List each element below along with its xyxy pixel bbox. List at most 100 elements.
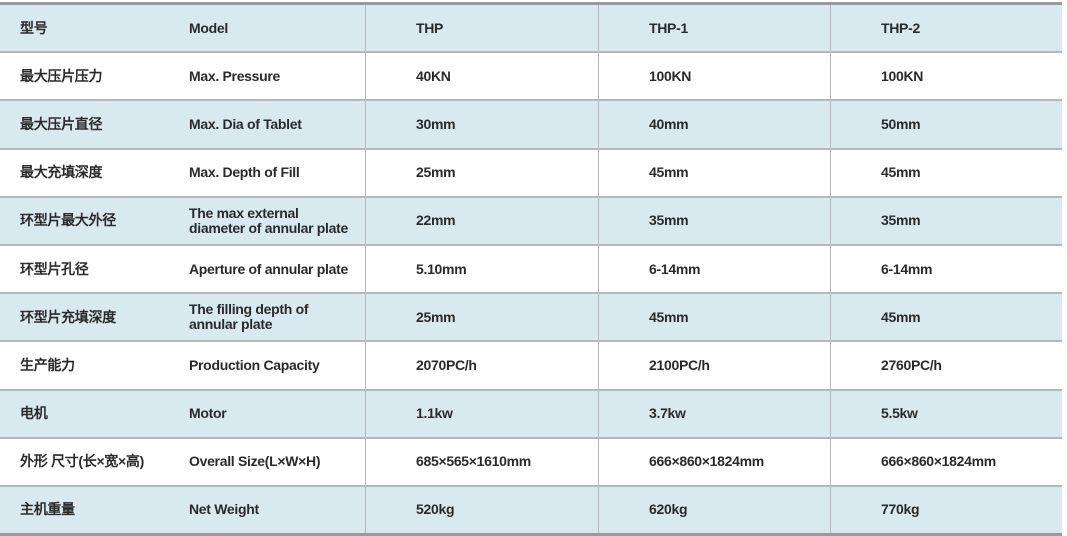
thp-1-value: 666×860×1824mm xyxy=(598,438,830,485)
thp-value-text: 520kg xyxy=(416,501,455,518)
thp-2-value: 2760PC/h xyxy=(830,342,1062,389)
thp-1-value-text: 620kg xyxy=(649,501,688,518)
thp-2-value-text: THP-2 xyxy=(881,19,920,36)
english-label-text: Aperture of annular plate xyxy=(189,260,348,277)
thp-value-text: 2070PC/h xyxy=(416,356,477,373)
thp-value: 25mm xyxy=(365,149,598,196)
thp-2-value-text: 100KN xyxy=(881,67,924,84)
thp-1-value-text: 45mm xyxy=(649,308,689,325)
english-label-text: Max. Dia of Tablet xyxy=(189,115,302,132)
thp-2-value-text: 45mm xyxy=(881,308,921,325)
thp-1-value: 620kg xyxy=(598,486,830,534)
thp-value: 2070PC/h xyxy=(365,342,598,389)
chinese-label-text: 最大压片压力 xyxy=(20,67,103,84)
chinese-label: 最大压片直径 xyxy=(0,101,183,147)
chinese-label-text: 外形 尺寸(长×宽×高) xyxy=(20,453,144,470)
thp-2-value-text: 2760PC/h xyxy=(881,356,942,373)
chinese-label-text: 主机重量 xyxy=(20,501,75,518)
chinese-label: 环型片孔径 xyxy=(0,246,183,292)
thp-value: 685×565×1610mm xyxy=(365,438,598,485)
thp-value-text: 5.10mm xyxy=(416,260,467,277)
english-label-text: Motor xyxy=(189,405,227,422)
thp-2-value: 45mm xyxy=(830,149,1062,196)
thp-2-value: 50mm xyxy=(830,101,1062,148)
thp-1-value-text: 6-14mm xyxy=(649,260,701,277)
thp-1-value-text: 35mm xyxy=(649,212,689,229)
thp-2-value: 666×860×1824mm xyxy=(830,438,1062,485)
thp-2-value-text: 50mm xyxy=(881,115,921,132)
table-row: 最大压片直径 Max. Dia of Tablet 30mm 40mm 50mm xyxy=(0,101,1062,150)
thp-1-value: 40mm xyxy=(598,101,830,148)
thp-1-value-text: 666×860×1824mm xyxy=(649,453,764,470)
table-row: 外形 尺寸(长×宽×高) Overall Size(L×W×H) 685×565×1… xyxy=(0,438,1062,487)
chinese-label: 环型片充填深度 xyxy=(0,294,183,340)
english-label: Aperture of annular plate xyxy=(183,246,365,292)
chinese-label: 型号 xyxy=(0,5,183,51)
thp-value-text: 30mm xyxy=(416,115,456,132)
thp-value: 5.10mm xyxy=(365,245,598,293)
thp-2-value: 45mm xyxy=(830,294,1062,341)
thp-value: 40KN xyxy=(365,53,598,100)
table-row: 主机重量 Net Weight 520kg 620kg 770kg xyxy=(0,486,1062,534)
thp-1-value-text: 3.7kw xyxy=(649,405,686,422)
table-row: 环型片最大外径 The max external diameter of annu… xyxy=(0,197,1062,246)
thp-2-value-text: 45mm xyxy=(881,164,921,181)
english-label-text: Production Capacity xyxy=(189,356,320,373)
table-row: 环型片充填深度 The filling depth of annular plat… xyxy=(0,294,1062,343)
chinese-label-text: 环型片孔径 xyxy=(20,260,89,277)
thp-value: 1.1kw xyxy=(365,390,598,437)
thp-value-text: 40KN xyxy=(416,67,451,84)
table-row: 生产能力 Production Capacity 2070PC/h 2100PC/h 2… xyxy=(0,342,1062,391)
thp-2-value: THP-2 xyxy=(830,5,1062,52)
thp-value-text: 22mm xyxy=(416,212,456,229)
chinese-label-text: 电机 xyxy=(20,405,48,422)
thp-2-value: 5.5kw xyxy=(830,390,1062,437)
chinese-label-text: 环型片充填深度 xyxy=(20,308,116,325)
thp-1-value-text: 45mm xyxy=(649,164,689,181)
thp-2-value: 770kg xyxy=(830,486,1062,534)
english-label-text: Net Weight xyxy=(189,501,259,518)
english-label: The filling depth of annular plate xyxy=(183,294,365,340)
chinese-label-text: 环型片最大外径 xyxy=(20,212,116,229)
chinese-label-text: 型号 xyxy=(20,19,48,36)
english-label: Net Weight xyxy=(183,487,365,533)
thp-1-value: 35mm xyxy=(598,197,830,244)
thp-2-value-text: 6-14mm xyxy=(881,260,933,277)
chinese-label: 最大压片压力 xyxy=(0,53,183,99)
table-row: 电机 Motor 1.1kw 3.7kw 5.5kw xyxy=(0,390,1062,439)
chinese-label-text: 最大压片直径 xyxy=(20,115,103,132)
chinese-label: 最大充填深度 xyxy=(0,150,183,196)
english-label: Max. Dia of Tablet xyxy=(183,101,365,147)
english-label: The max external diameter of annular pla… xyxy=(183,198,365,244)
thp-value: 30mm xyxy=(365,101,598,148)
thp-1-value-text: 2100PC/h xyxy=(649,356,710,373)
english-label-text: Overall Size(L×W×H) xyxy=(189,453,321,470)
english-label: Max. Pressure xyxy=(183,53,365,99)
header-row: 型号 Model THP THP-1 THP-2 xyxy=(0,5,1062,54)
english-label: Model xyxy=(183,5,365,51)
thp-2-value-text: 5.5kw xyxy=(881,405,918,422)
thp-1-value: THP-1 xyxy=(598,5,830,52)
thp-1-value-text: 40mm xyxy=(649,115,689,132)
english-label-text: Model xyxy=(189,19,228,36)
thp-value-text: 25mm xyxy=(416,164,456,181)
table-row: 环型片孔径 Aperture of annular plate 5.10mm 6-14… xyxy=(0,245,1062,295)
chinese-label: 主机重量 xyxy=(0,487,183,533)
thp-value: 520kg xyxy=(365,486,598,534)
thp-1-value: 3.7kw xyxy=(598,390,830,437)
thp-2-value-text: 666×860×1824mm xyxy=(881,453,996,470)
english-label-text: Max. Pressure xyxy=(189,67,281,84)
chinese-label: 环型片最大外径 xyxy=(0,198,183,244)
english-label: Motor xyxy=(183,391,365,437)
thp-1-value: 6-14mm xyxy=(598,245,830,293)
english-label-text: The filling depth of annular plate xyxy=(189,301,309,333)
thp-2-value-text: 770kg xyxy=(881,501,920,518)
thp-value-text: THP xyxy=(416,19,444,36)
chinese-label-text: 生产能力 xyxy=(20,356,75,373)
thp-2-value-text: 35mm xyxy=(881,212,921,229)
thp-value: 22mm xyxy=(365,197,598,244)
english-label: Max. Depth of Fill xyxy=(183,150,365,196)
thp-1-value: 100KN xyxy=(598,53,830,100)
chinese-label: 外形 尺寸(长×宽×高) xyxy=(0,439,183,485)
